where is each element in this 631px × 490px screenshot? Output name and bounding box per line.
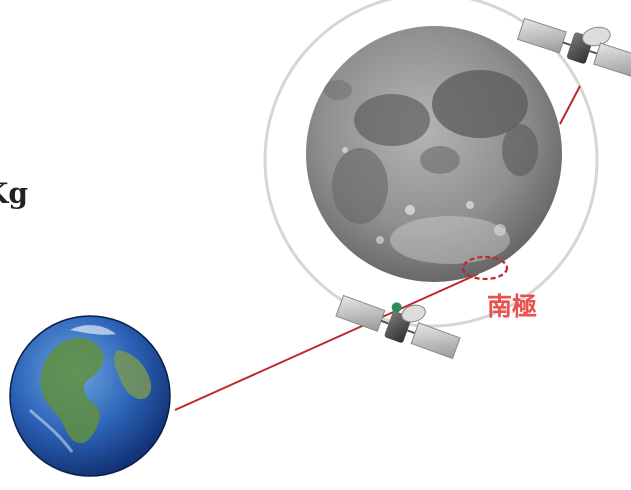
lander-satellite-icon — [335, 276, 467, 361]
relay-satellite-icon — [517, 0, 631, 80]
relay-moon-link-line — [560, 86, 580, 124]
moon-icon — [306, 26, 562, 282]
south-pole-label: 南極 — [487, 294, 537, 319]
earth-icon — [10, 316, 170, 476]
